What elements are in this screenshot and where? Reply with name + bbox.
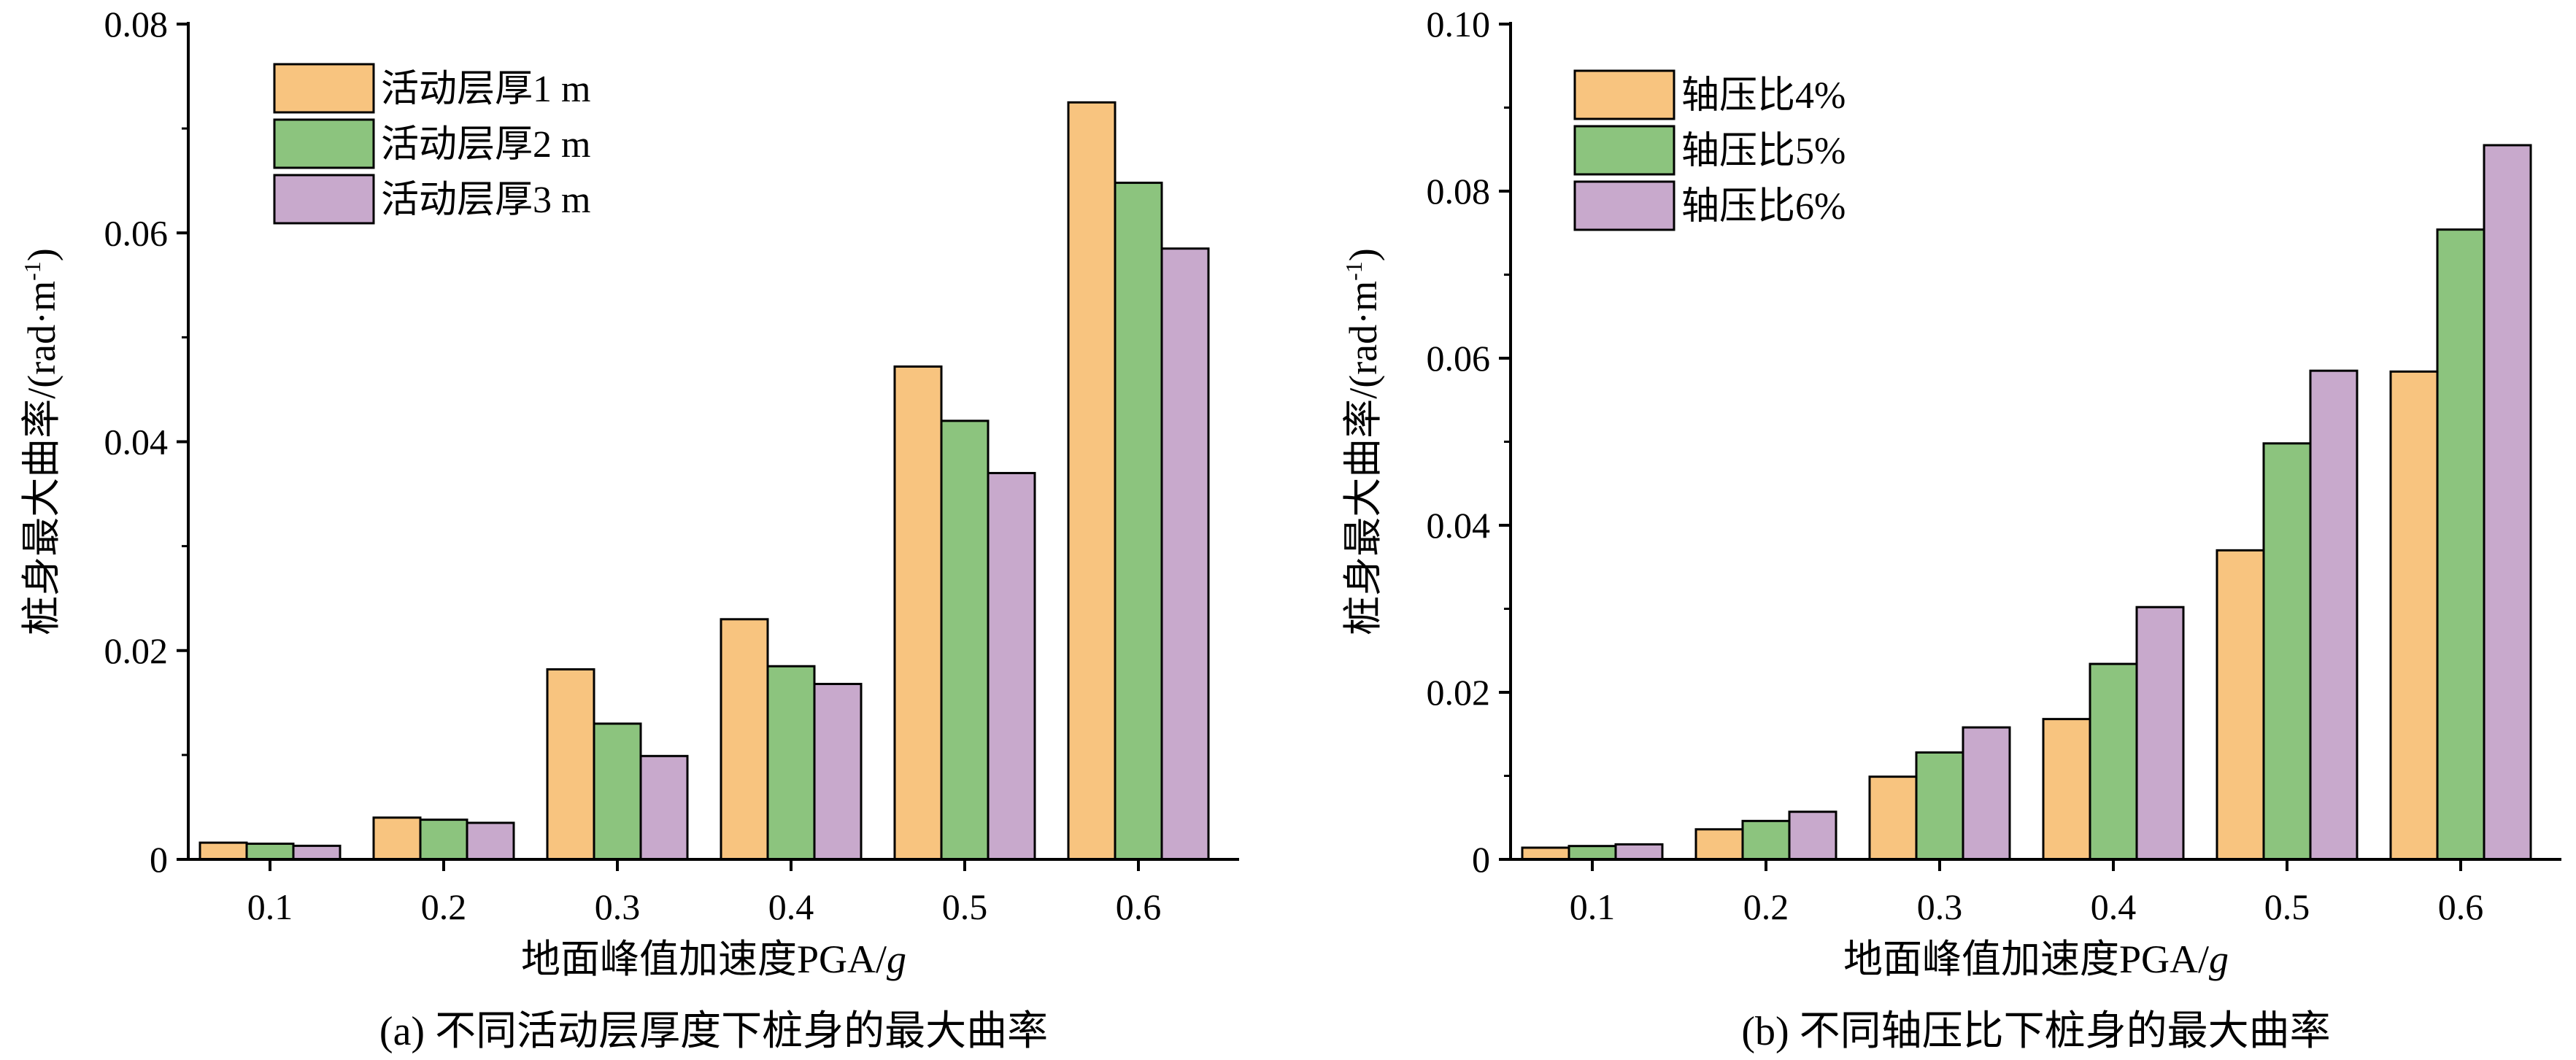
bar: [2389, 370, 2439, 861]
x-tick-label: 0.6: [2438, 886, 2484, 927]
x-axis-title-unit: g: [887, 937, 906, 981]
bar: [987, 471, 1036, 861]
x-tick-label: 0.1: [247, 886, 293, 927]
y-axis-title-close: ): [1341, 248, 1385, 261]
x-axis-title: 地面峰值加速度PGA/g: [521, 937, 906, 981]
y-axis-title: 桩身最大曲率/(rad·m-1): [19, 248, 63, 635]
x-tick-label: 0.3: [1917, 886, 1963, 927]
y-tick-label: 0.04: [104, 422, 169, 463]
y-tick-label: 0.06: [1427, 338, 1491, 379]
bar: [893, 365, 943, 861]
legend-label: 活动层厚1 m: [381, 69, 590, 110]
legend-label: 轴压比5%: [1681, 131, 1846, 172]
x-tick-label: 0.5: [2264, 886, 2310, 927]
y-tick-label: 0.10: [1427, 4, 1491, 45]
bar: [546, 668, 595, 861]
y-axis-title-close: ): [20, 248, 63, 261]
x-tick-label: 0.2: [1743, 886, 1789, 927]
y-axis-title-sup: -1: [1341, 261, 1367, 281]
bar: [766, 665, 816, 861]
bar: [639, 754, 689, 861]
x-tick-label: 0.1: [1570, 886, 1616, 927]
bar: [1741, 819, 1791, 861]
bar: [1114, 182, 1163, 861]
legend-swatch: [1573, 180, 1675, 231]
bar: [245, 843, 295, 861]
bar: [372, 816, 422, 861]
y-tick-label: 0.02: [104, 630, 169, 671]
y-axis-title-text: 桩身最大曲率/(rad·m: [20, 281, 63, 635]
bar: [2309, 369, 2359, 861]
bar: [2135, 606, 2185, 861]
y-tick-label: 0.04: [1427, 505, 1491, 546]
y-axis-title: 桩身最大曲率/(rad·m-1): [1341, 248, 1385, 635]
y-tick-label: 0: [150, 839, 168, 880]
panel-b-bar-chart: 0 0.02 0.04 0.06 0.08 0.10 0.1 0.2 0.3 0.4 0.5 0.6 地…: [1341, 4, 2561, 1054]
bar: [1521, 846, 1570, 861]
y-tick-label: 0: [1472, 839, 1490, 880]
bar: [419, 819, 468, 861]
bar: [940, 419, 990, 861]
legend-label: 轴压比4%: [1681, 75, 1846, 117]
bar: [2216, 549, 2265, 861]
x-axis-title-unit: g: [2209, 937, 2229, 981]
legend-label: 轴压比6%: [1681, 186, 1846, 228]
legend-swatch: [1573, 125, 1675, 176]
legend-swatch: [1573, 69, 1675, 120]
bar: [2042, 718, 2091, 861]
x-axis-title-text: 地面峰值加速度PGA/: [1843, 937, 2209, 981]
y-tick-label: 0.06: [104, 212, 169, 253]
bar: [1614, 843, 1664, 861]
bar: [292, 844, 342, 861]
legend-label: 活动层厚2 m: [381, 124, 590, 166]
y-tick-label: 0.08: [1427, 171, 1491, 212]
bar: [1160, 247, 1210, 861]
x-axis-title: 地面峰值加速度PGA/g: [1843, 937, 2229, 981]
bar: [1567, 845, 1617, 861]
y-tick-label: 0.02: [1427, 672, 1491, 713]
figure-caption: (b) 不同轴压比下桩身的最大曲率: [1741, 1009, 2330, 1054]
bar: [1962, 726, 2011, 861]
y-axis-title-text: 桩身最大曲率/(rad·m: [1341, 281, 1385, 635]
figure-caption: (a) 不同活动层厚度下桩身的最大曲率: [379, 1009, 1048, 1054]
bar: [720, 618, 769, 861]
y-tick-label: 0.08: [104, 4, 169, 45]
bar: [2483, 144, 2532, 861]
bar: [2262, 442, 2312, 861]
x-tick-label: 0.6: [1116, 886, 1162, 927]
bar: [813, 683, 863, 861]
bar: [1788, 811, 1837, 861]
legend-swatch: [273, 174, 375, 225]
y-axis-title-sup: -1: [19, 261, 45, 281]
x-tick-label: 0.4: [2091, 886, 2137, 927]
panel-a-bar-chart: 0 0.02 0.04 0.06 0.08 0.1 0.2 0.3 0.4 0.5 0.6 地面峰值加…: [19, 4, 1239, 1054]
legend-swatch: [273, 118, 375, 169]
bar: [466, 821, 515, 861]
bar: [198, 841, 248, 861]
bar: [1694, 828, 1744, 861]
bar: [1868, 775, 1918, 861]
x-tick-label: 0.4: [768, 886, 814, 927]
bar: [1915, 751, 1964, 861]
bar: [2089, 662, 2138, 861]
x-axis-title-text: 地面峰值加速度PGA/: [521, 937, 887, 981]
legend-label: 活动层厚3 m: [381, 179, 590, 221]
x-tick-label: 0.3: [595, 886, 641, 927]
bar: [2436, 228, 2486, 861]
x-tick-label: 0.2: [421, 886, 467, 927]
bar: [1067, 101, 1117, 861]
bar: [593, 722, 642, 861]
x-tick-label: 0.5: [942, 886, 988, 927]
legend-swatch: [273, 63, 375, 114]
